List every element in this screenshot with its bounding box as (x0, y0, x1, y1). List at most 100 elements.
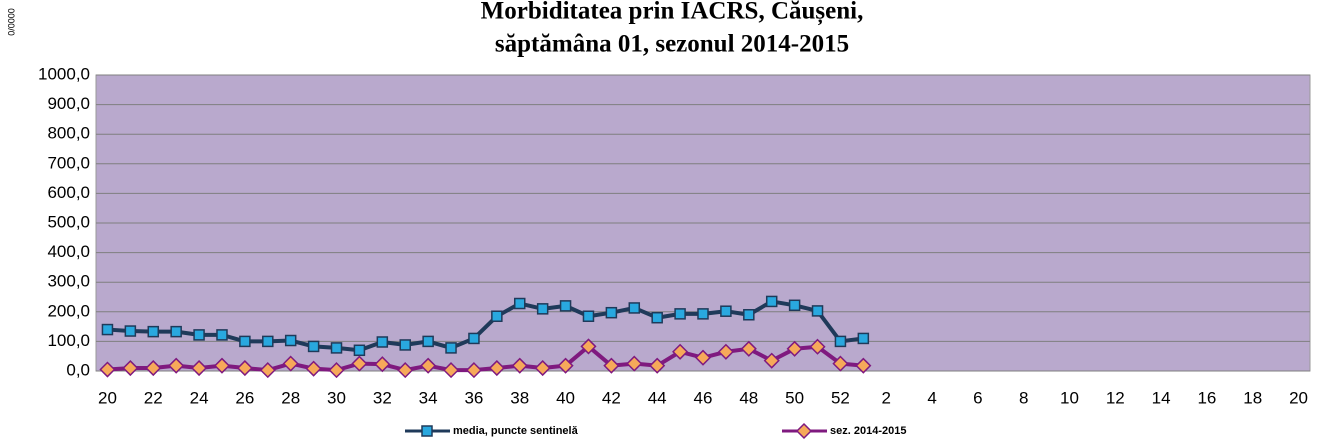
y-tick-label: 900,0 (47, 94, 90, 113)
marker (717, 343, 734, 360)
marker (282, 355, 299, 372)
series-line (107, 299, 864, 353)
marker (811, 305, 824, 317)
marker (491, 310, 503, 322)
marker (720, 305, 732, 317)
x-tick-label: 28 (281, 388, 300, 407)
y-tick-label: 600,0 (47, 183, 90, 202)
marker (122, 359, 139, 377)
marker (397, 362, 414, 379)
marker (330, 342, 343, 354)
x-tick-label: 50 (785, 388, 804, 407)
marker (213, 357, 231, 374)
x-tick-label: 4 (927, 388, 936, 407)
marker (328, 362, 345, 379)
chart-title: săptămâna 01, sezonul 2014-2015 (495, 31, 849, 58)
x-tick-label: 26 (235, 388, 254, 407)
y-tick-label: 500,0 (47, 212, 90, 231)
x-tick-label: 6 (973, 388, 982, 407)
marker (168, 357, 185, 374)
y-axis-label: 0/0000 (6, 8, 16, 36)
marker (236, 359, 253, 377)
marker (765, 295, 778, 308)
y-tick-label: 200,0 (47, 301, 90, 320)
marker (442, 362, 460, 379)
marker (809, 338, 826, 355)
marker (534, 359, 551, 377)
marker (559, 300, 572, 312)
marker (351, 355, 368, 372)
legend-marker (421, 425, 433, 437)
marker (399, 339, 411, 351)
marker (674, 308, 686, 320)
marker (786, 340, 803, 357)
marker (101, 323, 114, 336)
marker (740, 340, 757, 357)
marker (262, 335, 274, 348)
marker (536, 303, 549, 315)
legend-label: media, puncte sentinelă (453, 425, 579, 437)
y-tick-label: 0,0 (66, 360, 90, 379)
marker (420, 357, 437, 374)
marker (649, 357, 666, 374)
marker (580, 338, 597, 355)
marker (626, 355, 643, 372)
marker (488, 359, 505, 377)
marker (422, 335, 434, 348)
marker (307, 340, 320, 353)
marker (857, 332, 870, 345)
marker (374, 356, 391, 373)
marker (193, 329, 205, 341)
x-tick-label: 22 (144, 388, 163, 407)
marker (832, 355, 849, 372)
marker (603, 357, 620, 374)
x-tick-label: 10 (1060, 388, 1079, 407)
y-tick-label: 700,0 (47, 153, 90, 172)
marker (124, 325, 137, 337)
marker (445, 342, 457, 354)
x-tick-label: 2 (882, 388, 891, 407)
marker (147, 325, 160, 338)
marker (582, 310, 595, 322)
chart-title: Morbiditatea prin IACRS, Căușeni, (481, 0, 864, 26)
marker (239, 335, 251, 348)
y-tick-label: 300,0 (47, 272, 90, 291)
y-tick-label: 400,0 (47, 242, 90, 261)
marker (376, 336, 389, 348)
marker (628, 302, 641, 314)
y-tick-label: 800,0 (47, 124, 90, 143)
marker (170, 325, 182, 338)
marker (834, 335, 847, 348)
x-tick-label: 14 (1152, 388, 1171, 407)
marker (99, 361, 116, 378)
x-tick-label: 32 (373, 388, 392, 407)
x-tick-label: 20 (98, 388, 117, 407)
marker (605, 306, 618, 319)
marker (145, 359, 162, 377)
x-tick-label: 8 (1019, 388, 1028, 407)
x-tick-label: 20 (1289, 388, 1308, 407)
marker (511, 357, 528, 374)
marker (468, 332, 480, 345)
marker (694, 349, 712, 366)
marker (465, 362, 483, 379)
marker (191, 359, 208, 377)
marker (697, 308, 709, 320)
x-tick-label: 48 (739, 388, 758, 407)
marker (305, 360, 322, 377)
y-tick-label: 1000,0 (38, 64, 90, 83)
legend-marker (795, 422, 813, 440)
x-tick-label: 38 (510, 388, 529, 407)
marker (259, 362, 276, 379)
marker (284, 334, 297, 347)
x-tick-label: 12 (1106, 388, 1125, 407)
x-tick-label: 16 (1197, 388, 1216, 407)
series-line (107, 344, 864, 373)
x-tick-label: 52 (831, 388, 850, 407)
marker (763, 352, 780, 369)
marker (743, 309, 755, 321)
marker (353, 344, 366, 357)
x-tick-label: 24 (190, 388, 209, 407)
x-tick-label: 44 (648, 388, 667, 407)
